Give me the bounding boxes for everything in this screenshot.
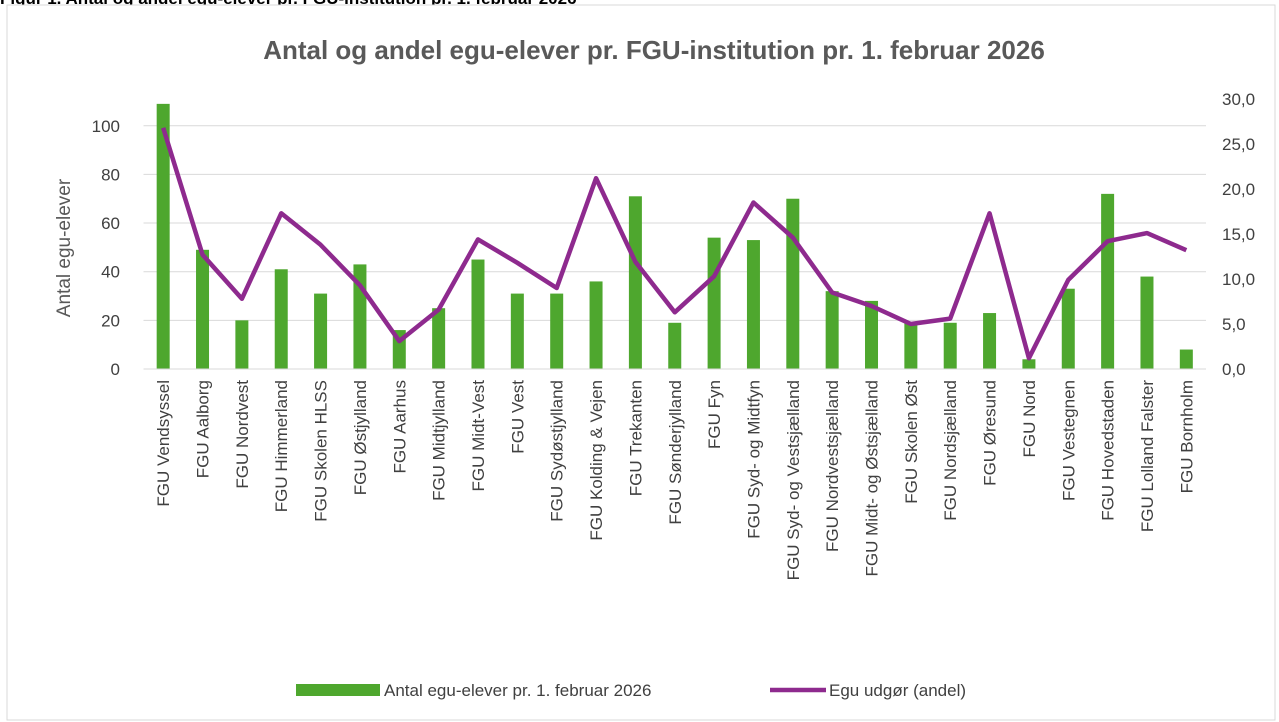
bar <box>1140 276 1154 369</box>
y-tick-label: 100 <box>92 117 120 136</box>
x-tick-label: FGU Nordsjælland <box>941 380 960 521</box>
x-tick-label: FGU Vendsyssel <box>154 380 173 507</box>
x-tick-label: FGU Syd- og Midtfyn <box>744 380 763 539</box>
x-tick-label: FGU Nordvestsjælland <box>823 380 842 552</box>
bar <box>510 293 524 369</box>
bar <box>865 300 879 369</box>
x-tick-label: FGU Lolland Falster <box>1138 380 1157 532</box>
x-tick-label: FGU Nord <box>1020 380 1039 457</box>
x-tick-label: FGU Vest <box>508 380 527 454</box>
figure-caption: Figur 1. Antal og andel egu-elever pr. F… <box>0 0 577 8</box>
y2-tick-label: 15,0 <box>1222 225 1255 244</box>
line <box>161 127 1188 361</box>
y2-tick-label: 30,0 <box>1222 90 1255 109</box>
bar <box>1061 288 1075 369</box>
x-tick-label: FGU Trekanten <box>626 380 645 496</box>
bar <box>825 291 839 369</box>
y2-tick-label: 20,0 <box>1222 180 1255 199</box>
bar <box>1022 359 1036 369</box>
bar <box>196 249 210 369</box>
x-tick-label: FGU Bornholm <box>1177 380 1196 493</box>
x-tick-label: FGU Skolen Øst <box>902 380 921 504</box>
y2-tick-label: 25,0 <box>1222 135 1255 154</box>
legend-label: Antal egu-elever pr. 1. februar 2026 <box>384 681 651 700</box>
bar <box>746 240 760 369</box>
bar <box>943 322 957 369</box>
x-tick-label: FGU Midtjylland <box>430 380 449 501</box>
x-tick-label: FGU Midt-Vest <box>469 380 488 492</box>
bar <box>274 269 288 369</box>
x-tick-label: FGU Kolding & Vejen <box>587 380 606 541</box>
bar <box>707 237 721 369</box>
bar <box>235 320 249 369</box>
y-tick-label: 80 <box>101 165 120 184</box>
x-tick-label: FGU Sydøstjylland <box>548 380 567 522</box>
y2-tick-label: 10,0 <box>1222 270 1255 289</box>
bar <box>1179 349 1193 369</box>
x-tick-label: FGU Fyn <box>705 380 724 449</box>
x-tick-label: FGU Skolen HLSS <box>312 380 331 522</box>
x-tick-label: FGU Aarhus <box>390 380 409 474</box>
x-tick-label: FGU Aalborg <box>194 380 213 478</box>
bar <box>628 196 642 369</box>
x-tick-label: FGU Øresund <box>981 380 1000 486</box>
bar <box>314 293 328 369</box>
bar <box>1101 193 1115 369</box>
bar <box>983 313 997 369</box>
y-tick-label: 60 <box>101 214 120 233</box>
y2-tick-label: 5,0 <box>1222 315 1246 334</box>
legend-swatch <box>296 684 380 696</box>
bar <box>589 281 603 369</box>
chart-title: Antal og andel egu-elever pr. FGU-instit… <box>263 35 1045 65</box>
bar <box>432 308 446 369</box>
y-tick-label: 40 <box>101 263 120 282</box>
x-tick-label: FGU Midt- og Østsjælland <box>863 380 882 577</box>
y-tick-label: 20 <box>101 311 120 330</box>
x-tick-label: FGU Østjylland <box>351 380 370 495</box>
y-axis-label: Antal egu-elever <box>54 178 75 317</box>
x-tick-label: FGU Syd- og Vestsjælland <box>784 380 803 580</box>
bar <box>904 322 918 369</box>
legend-label: Egu udgør (andel) <box>829 681 966 700</box>
x-tick-label: FGU Sønderjylland <box>666 380 685 525</box>
bar <box>550 293 564 369</box>
y-tick-label: 0 <box>111 360 120 379</box>
x-tick-label: FGU Hovedstaden <box>1099 380 1118 521</box>
x-tick-label: FGU Vestegnen <box>1059 380 1078 501</box>
bar <box>471 259 485 369</box>
x-tick-label: FGU Himmerland <box>272 380 291 512</box>
bar <box>668 322 682 369</box>
bar <box>786 198 800 369</box>
bar <box>156 103 170 369</box>
y2-tick-label: 0,0 <box>1222 360 1246 379</box>
x-tick-label: FGU Nordvest <box>233 380 252 489</box>
